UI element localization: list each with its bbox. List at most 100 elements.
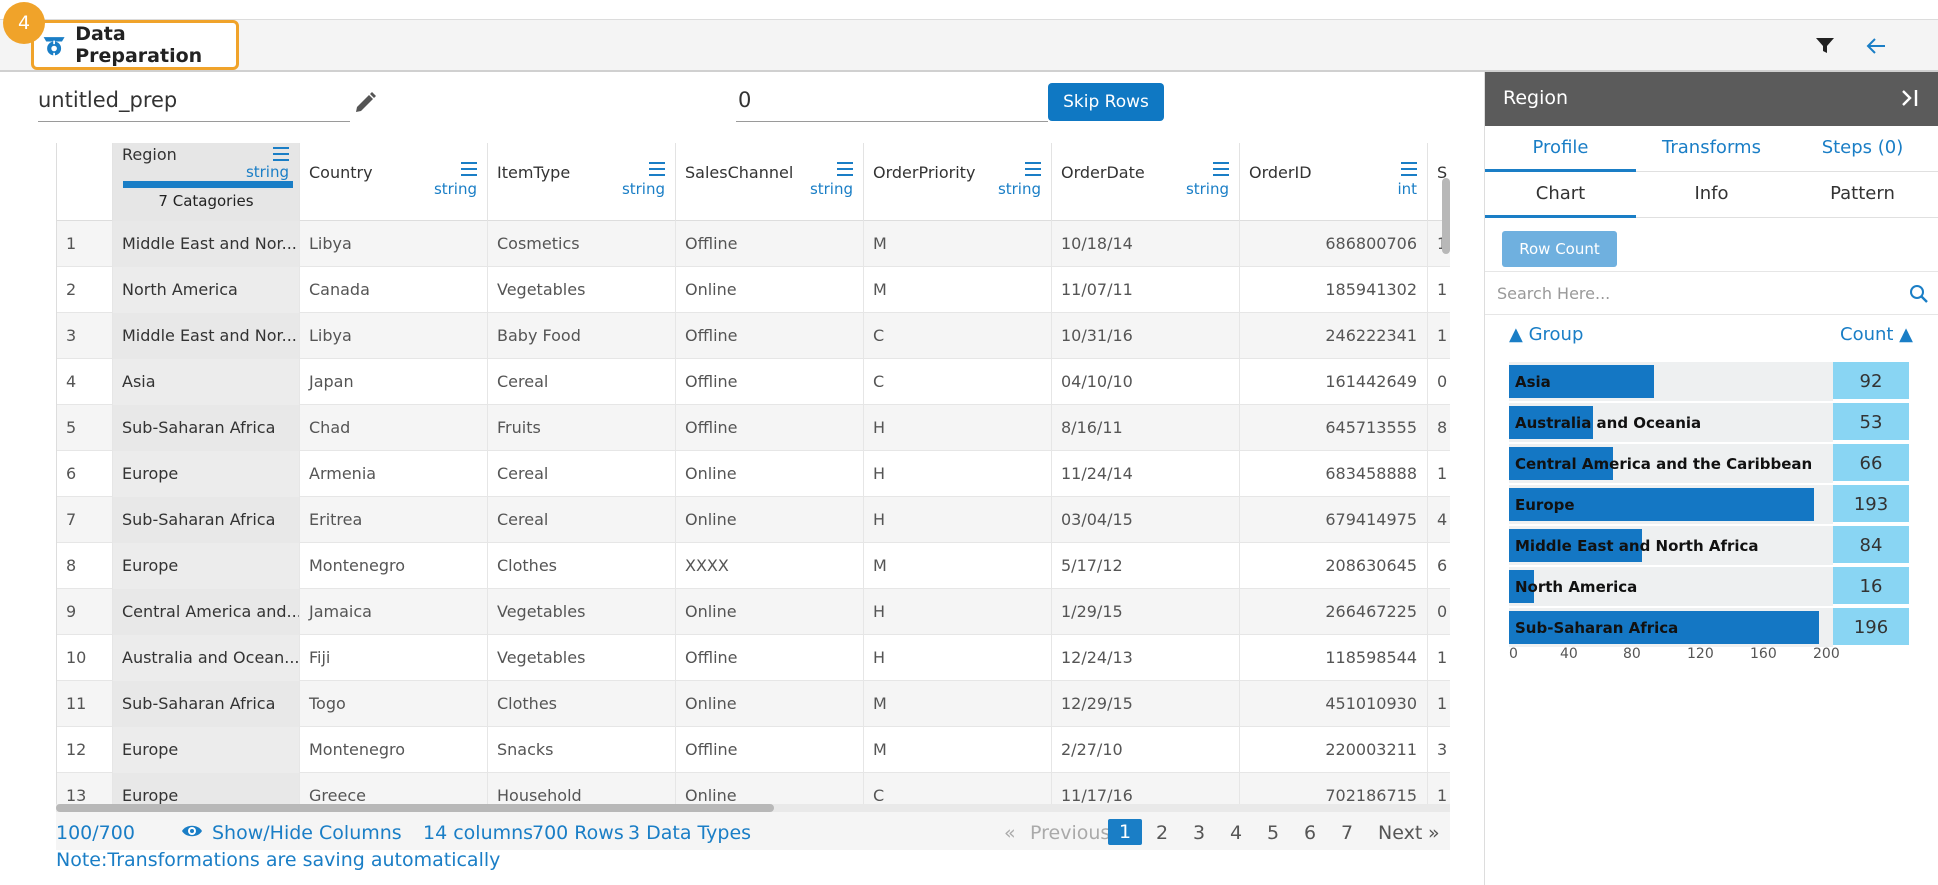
- vertical-scrollbar[interactable]: [1442, 178, 1450, 254]
- table-cell[interactable]: 11/17/16: [1052, 773, 1240, 805]
- table-row[interactable]: 8 Europe Montenegro Clothes XXXX M 5/17/12 2086…: [57, 543, 1450, 589]
- table-row[interactable]: 7 Sub-Saharan Africa Eritrea Cereal Online H 0…: [57, 497, 1450, 543]
- table-cell[interactable]: 5/17/12: [1052, 543, 1240, 589]
- skip-rows-input[interactable]: 0: [736, 84, 1048, 122]
- table-cell[interactable]: Clothes: [488, 543, 676, 589]
- column-header-itemtype[interactable]: ItemType string: [488, 143, 676, 221]
- collapse-panel-icon[interactable]: [1899, 87, 1923, 111]
- table-cell[interactable]: 118598544: [1240, 635, 1428, 681]
- scroll-thumb[interactable]: [56, 804, 774, 812]
- eye-icon[interactable]: [181, 820, 203, 847]
- page-2-button[interactable]: 2: [1156, 822, 1169, 844]
- table-cell[interactable]: 702186715: [1240, 773, 1428, 805]
- table-cell[interactable]: Cereal: [488, 359, 676, 405]
- row-count-button[interactable]: Row Count: [1502, 231, 1617, 267]
- bar-row[interactable]: Europe: [1509, 485, 1833, 524]
- table-cell[interactable]: H: [864, 451, 1052, 497]
- table-cell[interactable]: M: [864, 681, 1052, 727]
- table-cell[interactable]: 8/16/11: [1052, 405, 1240, 451]
- table-row[interactable]: 3 Middle East and Nor... Libya Baby Food Off…: [57, 313, 1450, 359]
- prep-name-field[interactable]: untitled_prep: [38, 84, 350, 122]
- table-cell[interactable]: 185941302: [1240, 267, 1428, 313]
- table-cell[interactable]: 1: [1428, 267, 1450, 313]
- table-cell[interactable]: Offline: [676, 727, 864, 773]
- table-cell[interactable]: H: [864, 405, 1052, 451]
- table-cell[interactable]: 10/31/16: [1052, 313, 1240, 359]
- column-header-partial[interactable]: S: [1428, 143, 1450, 221]
- bar-row[interactable]: Middle East and North Africa: [1509, 526, 1833, 565]
- column-header-country[interactable]: Country string: [300, 143, 488, 221]
- column-menu-icon[interactable]: [1213, 161, 1229, 176]
- table-cell[interactable]: 451010930: [1240, 681, 1428, 727]
- table-cell[interactable]: Middle East and Nor...: [113, 313, 300, 359]
- table-cell[interactable]: 208630645: [1240, 543, 1428, 589]
- table-cell[interactable]: Offline: [676, 359, 864, 405]
- table-cell[interactable]: Togo: [300, 681, 488, 727]
- table-cell[interactable]: Clothes: [488, 681, 676, 727]
- table-cell[interactable]: C: [864, 313, 1052, 359]
- table-row[interactable]: 4 Asia Japan Cereal Offline C 04/10/10 16144264…: [57, 359, 1450, 405]
- table-cell[interactable]: Sub-Saharan Africa: [113, 681, 300, 727]
- bar-row[interactable]: Sub-Saharan Africa: [1509, 608, 1833, 647]
- table-cell[interactable]: Baby Food: [488, 313, 676, 359]
- table-cell[interactable]: Libya: [300, 313, 488, 359]
- table-cell[interactable]: Cosmetics: [488, 221, 676, 267]
- column-header-orderid[interactable]: OrderID int: [1240, 143, 1428, 221]
- subtab-info[interactable]: Info: [1694, 183, 1729, 204]
- table-cell[interactable]: Vegetables: [488, 589, 676, 635]
- table-cell[interactable]: Canada: [300, 267, 488, 313]
- table-cell[interactable]: 12/24/13: [1052, 635, 1240, 681]
- table-cell[interactable]: Montenegro: [300, 543, 488, 589]
- table-cell[interactable]: Online: [676, 773, 864, 805]
- table-cell[interactable]: Vegetables: [488, 635, 676, 681]
- table-cell[interactable]: 1: [1428, 451, 1450, 497]
- table-cell[interactable]: Middle East and Nor...: [113, 221, 300, 267]
- next-page-button[interactable]: Next: [1378, 822, 1423, 844]
- table-cell[interactable]: North America: [113, 267, 300, 313]
- table-cell[interactable]: Asia: [113, 359, 300, 405]
- table-cell[interactable]: Online: [676, 451, 864, 497]
- table-row[interactable]: 1 Middle East and Nor... Libya Cosmetics Off…: [57, 221, 1450, 267]
- table-cell[interactable]: 03/04/15: [1052, 497, 1240, 543]
- table-cell[interactable]: Offline: [676, 221, 864, 267]
- group-sort-header[interactable]: ▲ Group: [1509, 324, 1584, 345]
- table-cell[interactable]: Vegetables: [488, 267, 676, 313]
- table-cell[interactable]: Sub-Saharan Africa: [113, 497, 300, 543]
- table-row[interactable]: 5 Sub-Saharan Africa Chad Fruits Offline H 8/1…: [57, 405, 1450, 451]
- show-hide-columns-link[interactable]: Show/Hide Columns: [212, 822, 402, 844]
- table-cell[interactable]: Montenegro: [300, 727, 488, 773]
- table-cell[interactable]: 1/29/15: [1052, 589, 1240, 635]
- table-cell[interactable]: C: [864, 359, 1052, 405]
- table-cell[interactable]: 266467225: [1240, 589, 1428, 635]
- bar-row[interactable]: North America: [1509, 567, 1833, 606]
- column-menu-icon[interactable]: [1401, 161, 1417, 176]
- column-menu-icon[interactable]: [461, 161, 477, 176]
- page-7-button[interactable]: 7: [1341, 822, 1354, 844]
- table-cell[interactable]: M: [864, 221, 1052, 267]
- table-cell[interactable]: Chad: [300, 405, 488, 451]
- table-cell[interactable]: 161442649: [1240, 359, 1428, 405]
- table-cell[interactable]: Offline: [676, 405, 864, 451]
- search-input[interactable]: Search Here...: [1497, 284, 1611, 303]
- table-cell[interactable]: Fruits: [488, 405, 676, 451]
- page-5-button[interactable]: 5: [1267, 822, 1280, 844]
- table-cell[interactable]: 1: [1428, 635, 1450, 681]
- bar-row[interactable]: Australia and Oceania: [1509, 403, 1833, 442]
- table-cell[interactable]: 683458888: [1240, 451, 1428, 497]
- table-cell[interactable]: 04/10/10: [1052, 359, 1240, 405]
- pencil-icon[interactable]: [352, 90, 380, 118]
- bar-row[interactable]: Asia: [1509, 362, 1833, 401]
- table-row[interactable]: 12 Europe Montenegro Snacks Offline M 2/27/10 2…: [57, 727, 1450, 773]
- previous-page-button[interactable]: Previous: [1030, 822, 1111, 844]
- page-1-button[interactable]: 1: [1108, 819, 1142, 845]
- table-cell[interactable]: 220003211: [1240, 727, 1428, 773]
- table-cell[interactable]: 679414975: [1240, 497, 1428, 543]
- table-cell[interactable]: 686800706: [1240, 221, 1428, 267]
- table-row[interactable]: 10 Australia and Ocean... Fiji Vegetables Of…: [57, 635, 1450, 681]
- subtab-pattern[interactable]: Pattern: [1830, 183, 1895, 204]
- table-cell[interactable]: Online: [676, 267, 864, 313]
- column-header-orderpriority[interactable]: OrderPriority string: [864, 143, 1052, 221]
- page-6-button[interactable]: 6: [1304, 822, 1317, 844]
- page-title-box[interactable]: Data Preparation: [31, 20, 239, 70]
- table-cell[interactable]: Online: [676, 681, 864, 727]
